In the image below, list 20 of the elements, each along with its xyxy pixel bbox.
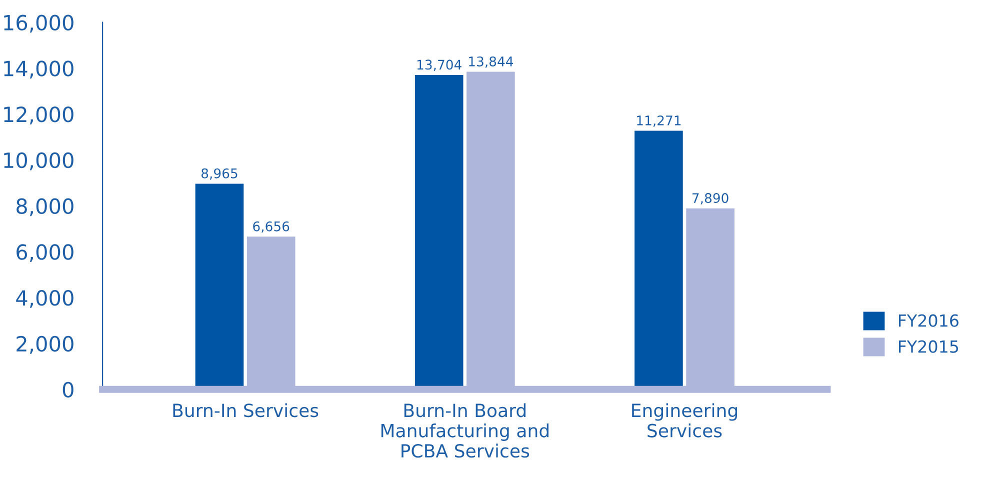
legend-label: FY2016	[898, 314, 958, 327]
data-label: 7,890	[692, 193, 728, 204]
legend-label: FY2015	[898, 340, 958, 353]
data-label: 13,704	[417, 60, 462, 71]
y-tick-label: 10,000	[4, 152, 74, 170]
data-label: 11,271	[637, 115, 681, 127]
y-tick-label: 0	[62, 382, 74, 398]
y-tick-label: 12,000	[4, 106, 74, 124]
data-label: 13,844	[469, 56, 514, 68]
data-label: 8,965	[201, 168, 238, 180]
y-tick-label: 6,000	[16, 244, 74, 262]
data-label: 6,656	[253, 221, 290, 233]
x-tick-label: Engineering Services	[632, 403, 738, 438]
x-tick-label: Burn-In Board Manufacturing and PCBA Services	[381, 403, 548, 458]
y-tick-label: 4,000	[16, 290, 74, 308]
y-tick-label: 16,000	[4, 14, 74, 33]
y-tick-label: 2,000	[16, 336, 74, 354]
x-tick-label: Burn-In Services	[173, 403, 318, 418]
y-tick-label: 8,000	[16, 198, 74, 216]
y-tick-label: 14,000	[4, 60, 74, 79]
